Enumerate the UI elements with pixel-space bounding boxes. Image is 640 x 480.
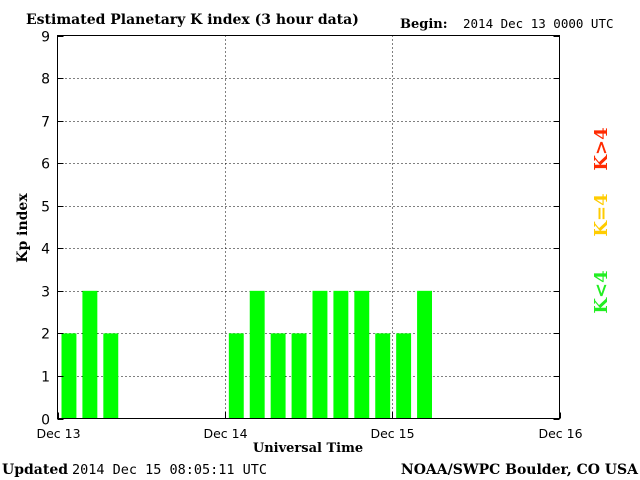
legend-k-equal-4: K=4 (591, 193, 612, 236)
y-tick-label: 7 (41, 115, 50, 131)
kp-bar (354, 290, 370, 419)
kp-bar (333, 290, 349, 419)
x-axis-ticks: Dec 13 Dec 14 Dec 15 Dec 16 (36, 412, 583, 441)
legend-k-greater-4: K>4 (591, 127, 612, 170)
kp-bar (61, 333, 77, 419)
kp-bar (249, 290, 265, 419)
begin-label: Begin: (400, 17, 448, 32)
x-tick-label: Dec 16 (538, 426, 582, 441)
updated-label: Updated (2, 462, 68, 478)
kp-bar (228, 333, 244, 419)
kp-bar (82, 290, 98, 419)
grid-lines (57, 35, 560, 419)
y-axis-ticks: 0 1 2 3 4 5 6 7 8 9 (41, 30, 560, 429)
credit-text: NOAA/SWPC Boulder, CO USA (401, 462, 639, 478)
kp-bar (375, 333, 391, 419)
y-tick-label: 0 (41, 413, 50, 429)
kp-bar (270, 333, 286, 419)
y-tick-label: 2 (41, 327, 50, 343)
y-tick-label: 1 (41, 370, 50, 386)
y-axis-label: Kp index (15, 193, 31, 263)
kp-bar (103, 333, 119, 419)
updated-value: 2014 Dec 15 08:05:11 UTC (72, 462, 267, 478)
begin-value: 2014 Dec 13 0000 UTC (463, 16, 614, 31)
kp-bar (396, 333, 412, 419)
plot-frame (57, 35, 560, 419)
y-tick-label: 5 (41, 200, 50, 216)
y-tick-label: 3 (41, 285, 50, 301)
bar-series (61, 290, 432, 419)
y-tick-label: 6 (41, 157, 50, 173)
kp-bar (312, 290, 328, 419)
x-tick-label: Dec 15 (370, 426, 414, 441)
kp-bar (417, 290, 432, 419)
legend-k-less-4: K<4 (591, 270, 612, 313)
x-axis-label: Universal Time (253, 441, 363, 456)
y-tick-label: 4 (41, 242, 50, 258)
x-tick-label: Dec 14 (203, 426, 247, 441)
y-tick-label: 9 (41, 30, 50, 46)
kp-bar (291, 333, 307, 419)
x-tick-label: Dec 13 (36, 426, 80, 441)
y-tick-label: 8 (41, 72, 50, 88)
chart-title: Estimated Planetary K index (3 hour data… (26, 12, 359, 28)
